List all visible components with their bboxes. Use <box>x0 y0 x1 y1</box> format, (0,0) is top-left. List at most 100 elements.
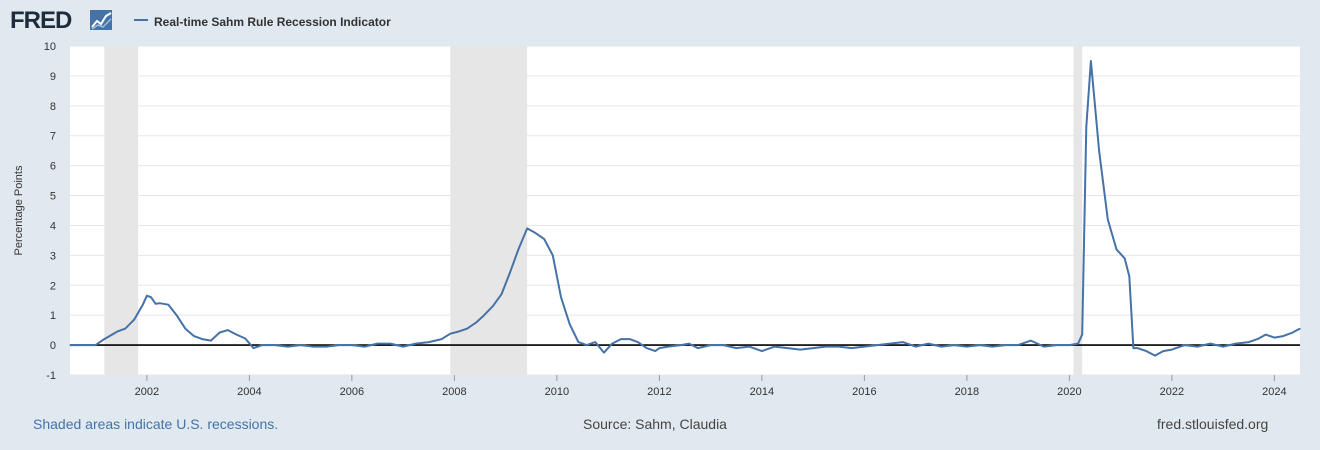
data-point <box>351 344 353 346</box>
fred-logo[interactable]: FRED <box>10 6 116 34</box>
data-point <box>748 346 750 348</box>
legend-series-swatch <box>134 18 148 21</box>
data-point <box>915 346 917 348</box>
data-point <box>82 344 84 346</box>
data-point <box>376 343 379 345</box>
data-point <box>1098 150 1100 152</box>
y-tick-label: 9 <box>50 71 56 83</box>
data-point <box>1068 344 1070 346</box>
y-tick-label: 7 <box>50 131 56 143</box>
data-point <box>325 346 327 348</box>
footer-source[interactable]: Source: Sahm, Claudia <box>583 416 727 432</box>
data-point <box>863 346 866 348</box>
y-tick-label: 6 <box>50 161 56 173</box>
recession-band-2 <box>450 46 528 375</box>
recession-band-3 <box>1073 46 1083 375</box>
data-point <box>457 331 460 333</box>
y-tick-label: 1 <box>50 310 56 322</box>
data-point <box>1081 334 1083 336</box>
x-tick-label: 2006 <box>340 386 364 398</box>
x-tick-label: 2002 <box>135 386 159 398</box>
data-point <box>1085 126 1087 128</box>
data-point <box>483 314 485 316</box>
recession-band-1 <box>104 46 139 375</box>
data-point <box>620 338 622 340</box>
y-tick-label: -1 <box>46 370 56 382</box>
data-point <box>966 346 968 348</box>
data-point <box>680 344 682 346</box>
data-point <box>543 238 545 240</box>
data-point <box>927 343 930 345</box>
data-point <box>219 331 221 334</box>
data-point <box>167 304 169 306</box>
data-point <box>312 346 314 348</box>
data-point <box>428 341 430 343</box>
data-point <box>103 338 105 340</box>
data-point <box>1273 337 1275 339</box>
plot-background <box>70 46 1300 375</box>
data-point <box>560 296 562 298</box>
data-point <box>552 254 554 256</box>
data-point <box>688 343 690 345</box>
data-point <box>1256 338 1259 340</box>
data-point <box>991 346 994 348</box>
data-point <box>124 328 126 330</box>
data-point <box>227 329 229 331</box>
data-point <box>774 346 776 348</box>
data-point <box>1184 344 1186 346</box>
data-point <box>1235 343 1237 345</box>
data-point <box>1128 275 1130 277</box>
data-point <box>658 347 661 349</box>
data-point <box>1222 346 1224 348</box>
data-point <box>1282 335 1284 337</box>
data-point <box>1115 248 1118 250</box>
data-point <box>812 347 814 349</box>
chart-legend[interactable]: Real-time Sahm Rule Recession Indicator <box>134 13 391 31</box>
data-point <box>902 341 904 343</box>
data-points <box>69 60 1301 357</box>
data-point <box>603 352 605 354</box>
data-point <box>1299 328 1301 330</box>
x-tick-label: 2014 <box>750 386 774 398</box>
data-point <box>1154 355 1156 357</box>
data-point <box>142 304 144 306</box>
data-point <box>611 343 613 345</box>
data-point <box>667 346 669 348</box>
data-point <box>116 331 118 333</box>
footer-site-link[interactable]: fred.stlouisfed.org <box>1157 416 1269 432</box>
data-point <box>654 350 656 352</box>
data-point <box>1171 349 1173 351</box>
data-point <box>449 333 451 335</box>
data-point <box>492 305 494 307</box>
y-tick-label: 2 <box>50 280 56 292</box>
data-point <box>415 343 417 345</box>
data-point <box>155 303 157 305</box>
data-point <box>526 227 528 229</box>
data-point <box>953 344 955 346</box>
y-tick-labels: -1 0 1 2 3 4 5 6 7 8 9 10 <box>44 41 56 382</box>
data-point <box>586 344 588 346</box>
data-point <box>1030 340 1032 342</box>
data-point <box>1090 60 1092 62</box>
data-point <box>252 347 255 349</box>
footer-recession-note[interactable]: Shaded areas indicate U.S. recessions. <box>33 416 279 432</box>
data-point <box>244 337 246 340</box>
data-point <box>876 344 878 346</box>
data-point <box>1162 350 1164 352</box>
data-point <box>184 328 186 330</box>
data-point <box>1056 344 1058 346</box>
y-grid <box>70 45 1300 376</box>
x-tick-labels: 2002 2004 2006 2008 2010 2012 2014 2016 2018 2020… <box>135 386 1287 398</box>
data-point <box>236 334 238 336</box>
data-point <box>799 349 801 351</box>
data-point <box>1077 343 1079 345</box>
data-point <box>629 338 631 340</box>
x-tick-label: 2016 <box>852 386 876 398</box>
data-point <box>364 346 366 348</box>
data-point <box>146 295 148 297</box>
data-point <box>1136 347 1139 349</box>
data-point <box>287 346 289 348</box>
data-point <box>722 344 725 346</box>
series-line[interactable] <box>70 60 1301 357</box>
data-point <box>389 343 391 345</box>
